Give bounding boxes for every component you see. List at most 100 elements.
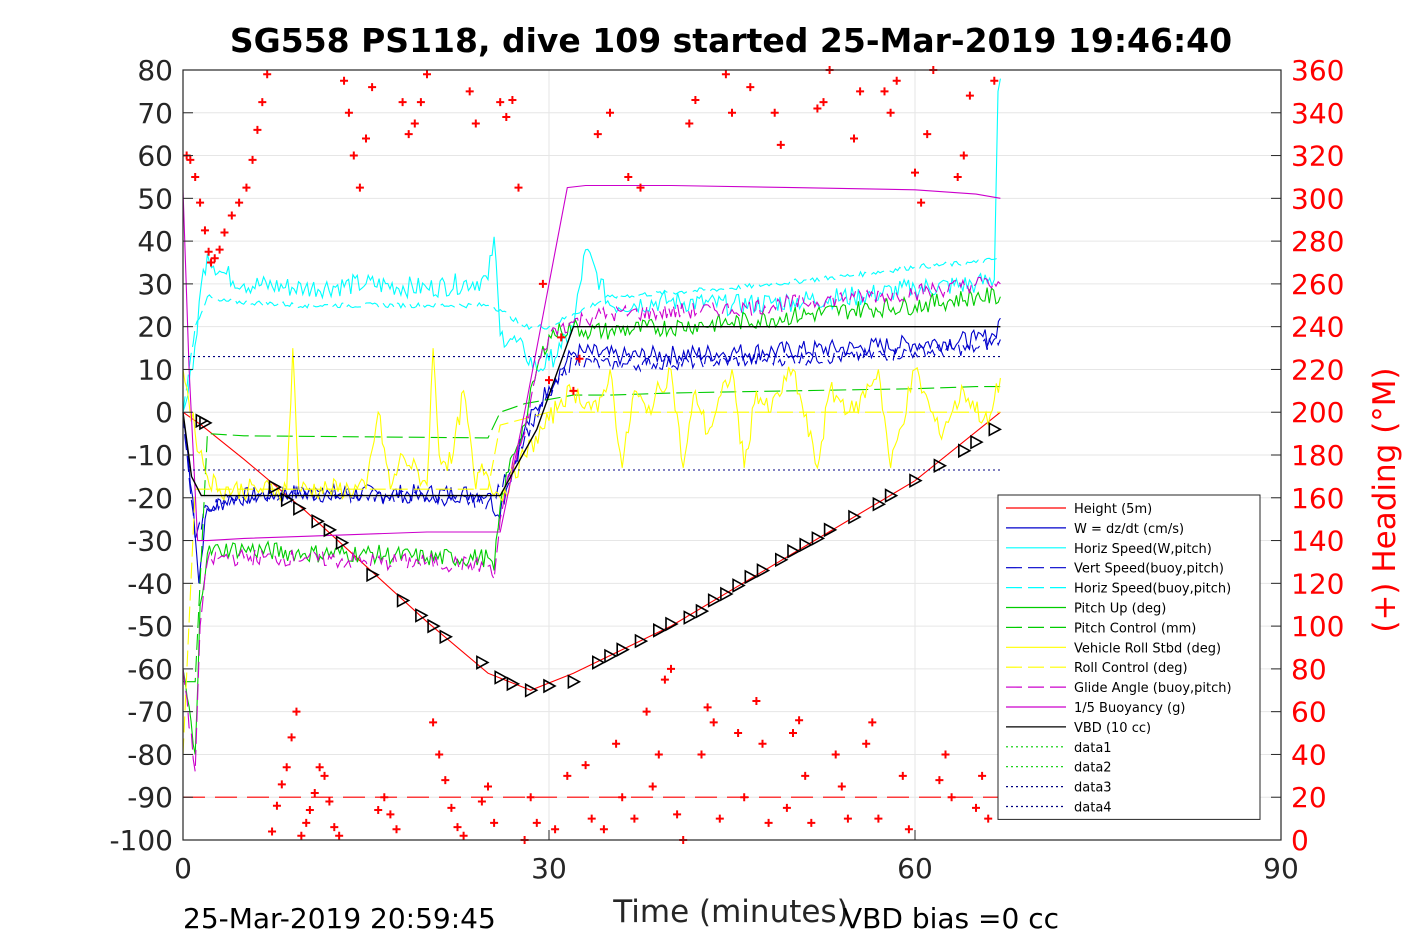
heading-marker xyxy=(242,183,251,192)
triangle-marker xyxy=(268,479,283,495)
left-tick-label: 80 xyxy=(137,54,173,87)
left-tick-label: -50 xyxy=(127,610,173,643)
right-tick-label: 260 xyxy=(1291,268,1344,301)
footer-vbd-bias: VBD bias =0 cc xyxy=(843,902,1059,935)
heading-marker xyxy=(210,254,219,263)
left-tick-label: 60 xyxy=(137,140,173,173)
triangle-marker xyxy=(415,608,429,623)
heading-marker xyxy=(789,729,797,738)
triangle-marker xyxy=(909,473,923,489)
triangle-marker xyxy=(799,537,813,553)
heading-marker xyxy=(557,333,566,342)
heading-marker xyxy=(268,827,277,836)
triangle-marker xyxy=(988,421,1002,437)
heading-marker xyxy=(691,95,700,104)
legend-label: W = dz/dt (cm/s) xyxy=(1074,522,1184,537)
x-tick-label: 30 xyxy=(531,852,567,885)
heading-marker xyxy=(248,155,257,164)
heading-marker xyxy=(569,386,578,395)
series-line-5 xyxy=(182,286,1001,755)
triangle-marker xyxy=(366,567,380,583)
heading-marker xyxy=(990,76,999,85)
heading-marker xyxy=(532,818,541,827)
left-tick-label: -70 xyxy=(127,696,173,729)
heading-marker xyxy=(667,664,675,673)
triangle-marker xyxy=(787,543,801,559)
heading-marker xyxy=(746,83,755,92)
footer-timestamp: 25-Mar-2019 20:59:45 xyxy=(183,902,496,935)
triangle-marker xyxy=(604,648,618,664)
triangle-marker xyxy=(494,670,508,685)
triangle-marker xyxy=(744,569,758,585)
right-tick-label: 200 xyxy=(1291,396,1344,429)
heading-marker xyxy=(795,716,804,725)
triangle-marker xyxy=(756,563,771,578)
triangle-marker xyxy=(293,501,307,516)
heading-marker xyxy=(978,771,987,780)
heading-marker xyxy=(526,793,535,802)
heading-marker xyxy=(207,258,216,267)
series-line-7 xyxy=(182,348,1001,503)
heading-marker xyxy=(435,750,444,759)
heading-marker xyxy=(770,108,779,117)
left-axis-ticks: 80 70 60 50 40 30 20 10 0 -10 -20 -30 -40 -50 -60 -70 -8… xyxy=(109,54,193,857)
heading-marker xyxy=(904,825,913,834)
heading-marker xyxy=(843,814,852,823)
heading-marker xyxy=(344,108,353,117)
heading-marker xyxy=(752,696,761,705)
left-tick-label: -60 xyxy=(127,653,173,686)
heading-marker xyxy=(200,226,209,235)
heading-marker xyxy=(819,98,828,107)
heading-marker xyxy=(465,87,474,96)
left-tick-label: -20 xyxy=(127,482,173,515)
right-axis-ticks: 3603403203002802602402202001801601401201… xyxy=(1271,54,1344,857)
right-tick-label: 280 xyxy=(1291,225,1344,258)
heading-marker xyxy=(204,247,213,256)
x-axis-label: Time (minutes) xyxy=(612,894,848,930)
triangle-marker xyxy=(884,488,899,503)
heading-marker xyxy=(287,733,296,742)
heading-marker xyxy=(227,211,236,220)
triangle-marker xyxy=(720,586,734,602)
heading-marker xyxy=(423,70,431,79)
heading-marker xyxy=(258,98,267,107)
heading-marker xyxy=(335,831,344,840)
heading-marker xyxy=(340,76,349,85)
heading-marker xyxy=(325,797,334,806)
legend-label: data2 xyxy=(1074,761,1112,776)
triangle-marker xyxy=(476,655,490,670)
heading-marker xyxy=(441,776,450,785)
left-tick-label: -100 xyxy=(109,824,173,857)
triangle-marker xyxy=(933,458,948,474)
heading-marker xyxy=(941,750,950,759)
series-line-9 xyxy=(182,276,1001,772)
legend-label: data3 xyxy=(1074,781,1112,796)
heading-marker xyxy=(386,810,395,819)
heading-marker xyxy=(618,793,627,802)
triangle-marker xyxy=(634,633,649,649)
triangle-marker xyxy=(199,415,213,431)
heading-marker xyxy=(953,172,962,181)
heading-marker xyxy=(673,810,682,819)
triangle-marker xyxy=(775,552,789,568)
heading-marker xyxy=(253,125,262,134)
heading-marker xyxy=(782,803,791,812)
triangle-marker xyxy=(543,678,557,694)
right-tick-label: 300 xyxy=(1291,182,1344,215)
series-line-6 xyxy=(183,386,1001,683)
legend-label: 1/5 Buoyancy (g) xyxy=(1074,701,1185,716)
right-tick-label: 240 xyxy=(1291,311,1344,344)
triangle-marker xyxy=(872,496,887,512)
heading-marker xyxy=(191,172,200,181)
heading-marker xyxy=(186,155,195,164)
heading-marker xyxy=(404,130,413,139)
right-axis-label: (+) Heading (°M) xyxy=(1367,367,1403,632)
triangle-marker xyxy=(592,655,606,670)
heading-marker xyxy=(496,98,505,107)
triangle-marker xyxy=(823,522,838,538)
legend-label: data4 xyxy=(1074,801,1112,816)
heading-marker xyxy=(355,183,364,192)
heading-marker xyxy=(850,134,858,143)
heading-marker xyxy=(575,354,584,363)
